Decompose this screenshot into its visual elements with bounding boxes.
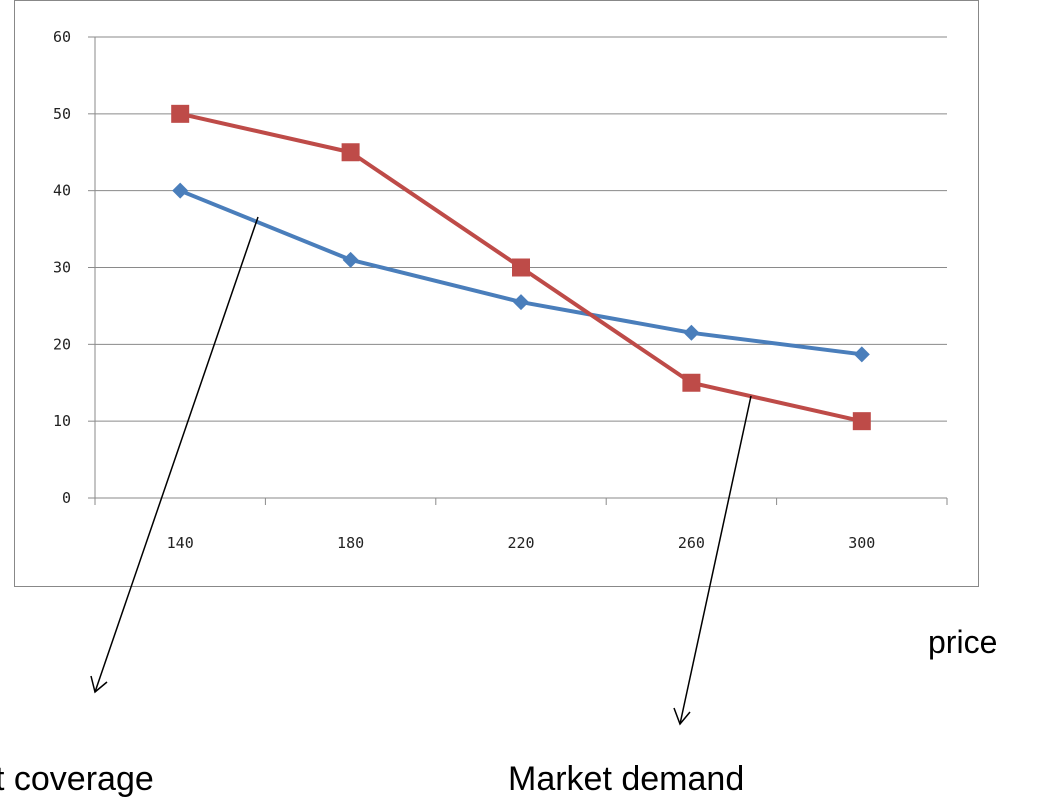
y-tick-label: 30 <box>53 259 71 277</box>
x-tick-label: 140 <box>167 534 194 552</box>
x-tick-label: 260 <box>678 534 705 552</box>
y-tick-label: 10 <box>53 412 71 430</box>
series-1-point <box>683 324 700 341</box>
series-2-point <box>682 373 701 392</box>
x-axis-title: price <box>928 624 998 660</box>
series-1-point <box>853 346 870 363</box>
series-2-point <box>852 412 871 431</box>
series-1-point <box>513 294 529 311</box>
chart-frame <box>14 0 979 587</box>
x-tick-label: 180 <box>337 534 364 552</box>
annotation-arrow-demand <box>679 395 752 725</box>
annotation-demand-label: Market demand <box>508 760 745 798</box>
annotation-arrowhead-demand <box>673 707 691 726</box>
y-tick-label: 0 <box>62 489 71 507</box>
y-tick-label: 60 <box>53 28 71 46</box>
series-2-point <box>341 143 360 162</box>
series-1-point <box>342 251 359 268</box>
annotation-arrowhead-coverage <box>90 675 108 694</box>
annotation-arrow-coverage <box>94 216 259 693</box>
annotation-coverage-label: st coverage <box>0 760 154 798</box>
series-2-point <box>512 258 530 277</box>
y-tick-label: 20 <box>53 335 71 353</box>
x-tick-label: 300 <box>848 534 875 552</box>
series-1-point <box>172 182 189 199</box>
y-tick-label: 40 <box>53 182 71 200</box>
series-2-point <box>171 104 190 123</box>
y-tick-label: 50 <box>53 105 71 123</box>
x-tick-label: 220 <box>507 534 534 552</box>
